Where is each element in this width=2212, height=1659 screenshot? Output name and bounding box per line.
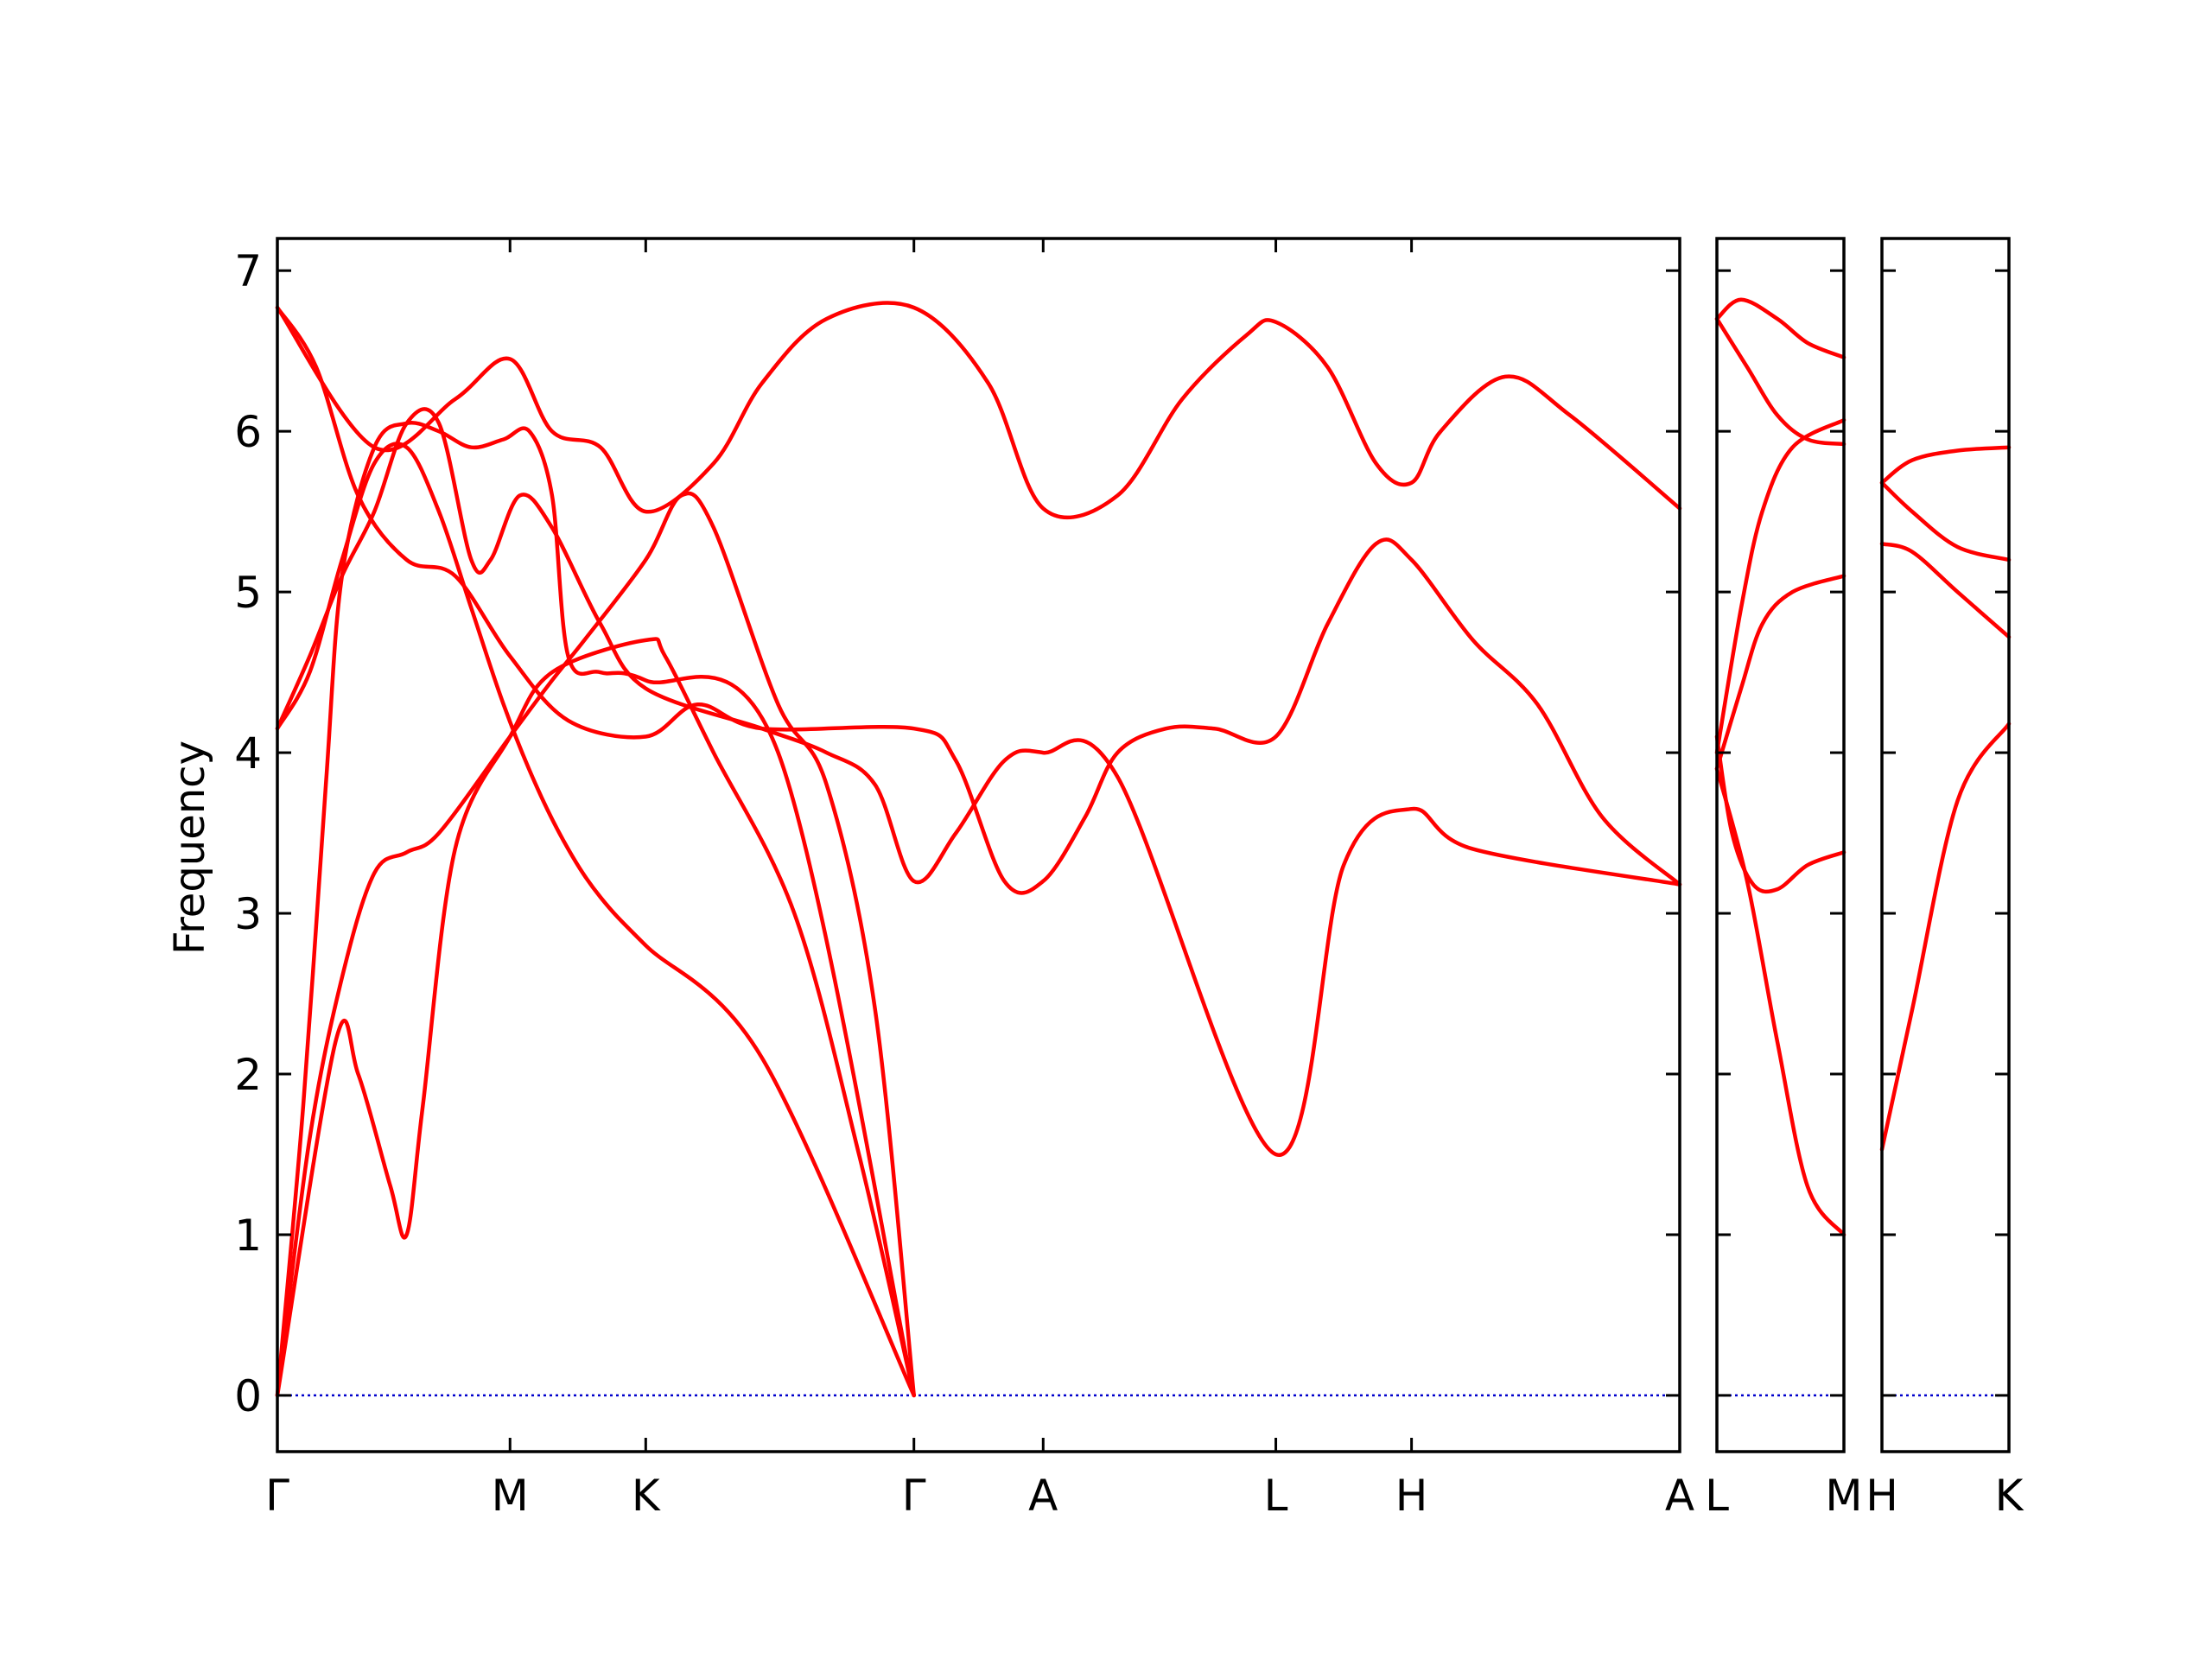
x-tick-label: K [1995,1471,2024,1521]
x-tick-label: A [1028,1471,1058,1521]
y-tick-label: 3 [234,889,262,939]
band-line-1-5 [275,407,1682,1157]
x-tick-label: K [632,1471,661,1521]
x-tick-label: H [1395,1471,1428,1521]
x-tick-label: M [1825,1471,1862,1521]
x-tick-label: L [1264,1471,1288,1521]
band-line-1-2 [275,491,916,1398]
panel-1: 0 1 2 3 4 5 6 7 Γ M K Γ A L H A [234,237,1694,1521]
x-tick-label: M [492,1471,529,1521]
band-line-2-1 [1714,297,1847,359]
band-line-1-3 [275,420,916,1398]
band-line-1-7 [275,301,1682,520]
y-tick-label: 5 [234,568,262,618]
band-line-2-4 [1714,574,1847,771]
band-line-2-3 [1714,417,1847,755]
band-line-1-4 [275,442,916,1398]
band-line-1-6 [275,305,1682,895]
band-line-3-1 [1879,445,2012,485]
x-tick-label: H [1866,1471,1898,1521]
band-line-2-6 [1714,766,1847,1237]
band-line-2-5 [1714,734,1847,894]
y-tick-label: 7 [234,246,262,296]
y-axis-label: Frequency [166,741,214,955]
axes-frame [1880,237,2011,1453]
x-tick-label: A [1665,1471,1694,1521]
y-tick-label: 1 [234,1211,262,1261]
band-line-1-1 [275,637,916,1398]
x-tick-label: Γ [902,1471,926,1521]
y-tick-label: 4 [234,728,262,779]
y-tick-label: 2 [234,1050,262,1100]
band-line-3-3 [1879,542,2012,639]
x-tick-label: L [1705,1471,1729,1521]
axes-frame [1715,237,1846,1453]
x-tick-label: Γ [265,1471,289,1521]
y-tick-label: 0 [234,1371,262,1421]
axes-frame [276,237,1681,1453]
band-line-2-2 [1714,316,1847,447]
y-tick-label: 6 [234,407,262,457]
band-line-3-2 [1879,480,2012,563]
band-line-3-4 [1879,721,2012,1152]
